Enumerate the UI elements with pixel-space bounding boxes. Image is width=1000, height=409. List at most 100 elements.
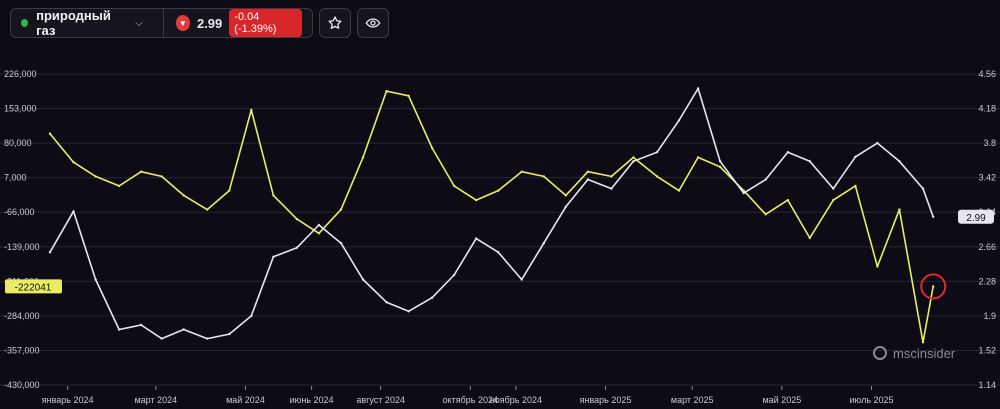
x-tick-label: март 2024: [134, 395, 177, 405]
right-tick-label: 1.52: [978, 345, 996, 355]
left-tick-label: 153,000: [4, 104, 37, 114]
positioning-point: [542, 175, 545, 178]
positioning-point: [832, 198, 835, 202]
favorite-button[interactable]: [319, 8, 351, 38]
x-tick-label: май 2025: [762, 395, 801, 405]
left-tick-label: 7,000: [4, 173, 27, 183]
divider: [162, 8, 164, 38]
right-tick-label: 1.14: [978, 380, 996, 390]
left-tick-label: 80,000: [4, 138, 32, 148]
right-tick-label: 3.8: [983, 138, 996, 148]
price-point: [295, 246, 299, 249]
price-point: [475, 237, 478, 240]
positioning-point: [655, 175, 659, 178]
positioning-point: [272, 194, 275, 197]
x-axis-ticks: январь 2024 март 2024 май 2024 июнь 2024 авг…: [42, 386, 894, 405]
watermark-logo-icon: [873, 346, 887, 360]
positioning-point: [385, 89, 388, 93]
positioning-point: [228, 189, 231, 192]
price-point: [832, 187, 835, 190]
price-point: [272, 255, 275, 258]
positioning-point: [94, 175, 97, 178]
asset-selector[interactable]: природный газ ⌵ ▼ 2.99 -0.04 (-1.39%): [10, 8, 313, 38]
price-point: [932, 215, 935, 218]
right-tick-label: 4.18: [978, 104, 996, 114]
price-point: [139, 323, 143, 327]
left-tick-label: -430,000: [4, 380, 40, 390]
price-point: [182, 328, 185, 331]
eye-icon: [365, 15, 381, 31]
positioning-point: [48, 132, 52, 135]
positioning-point: [452, 184, 456, 188]
positioning-point: [677, 189, 681, 192]
x-tick-label: июнь 2024: [290, 395, 334, 405]
price-point: [228, 332, 231, 336]
price-point: [655, 151, 659, 154]
price-point: [407, 310, 410, 313]
right-axis-ticks: 4.564.183.83.423.042.662.281.91.521.14: [978, 69, 996, 390]
price-point: [497, 251, 500, 254]
positioning-point: [632, 156, 635, 159]
x-tick-label: октябрь 2024: [443, 395, 498, 405]
positioning-point: [854, 184, 857, 188]
positioning-point: [696, 156, 700, 159]
x-tick-label: июль 2025: [849, 395, 893, 405]
x-tick-label: май 2024: [226, 395, 265, 405]
positioning-point: [361, 156, 365, 159]
positioning-label: -222041: [15, 282, 52, 293]
positioning-point: [339, 208, 343, 211]
price-point: [677, 119, 681, 122]
price-label: 2.99: [966, 213, 986, 224]
price-point: [764, 178, 767, 181]
price-point: [898, 160, 901, 163]
right-tick-label: 3.42: [978, 173, 996, 183]
price-point: [632, 160, 635, 163]
price-point: [564, 205, 567, 208]
left-tick-label: -357,000: [4, 345, 40, 355]
price-point: [452, 273, 456, 277]
x-tick-label: август 2024: [356, 395, 405, 405]
visibility-button[interactable]: [357, 8, 389, 38]
left-tick-label: -284,000: [4, 311, 40, 321]
positioning-point: [876, 265, 879, 268]
x-tick-label: январь 2024: [42, 395, 94, 405]
positioning-point: [497, 189, 500, 192]
price-label-box: [958, 209, 994, 224]
price-point: [160, 337, 163, 340]
left-tick-label: 226,000: [4, 69, 37, 79]
positioning-point: [564, 194, 567, 197]
positioning-label-box: [5, 279, 62, 294]
positioning-point: [932, 285, 935, 288]
down-arrow-icon: ▼: [175, 15, 190, 31]
price-point: [696, 87, 700, 90]
positioning-point: [139, 170, 143, 173]
price-point: [808, 160, 811, 163]
price-point: [317, 223, 321, 227]
price-point: [48, 251, 52, 254]
price-point: [520, 278, 523, 281]
price-point: [339, 241, 343, 245]
positioning-point: [921, 341, 925, 344]
left-tick-label: -66,000: [4, 207, 35, 217]
positioning-point: [430, 146, 434, 150]
positioning-point: [117, 184, 121, 188]
positioning-point: [72, 161, 75, 164]
right-tick-label: 1.9: [983, 311, 996, 321]
right-tick-label: 4.56: [978, 69, 996, 79]
chevron-down-icon[interactable]: ⌵: [135, 17, 143, 29]
grid-lines: [0, 73, 1000, 386]
price-value: 2.99: [196, 15, 223, 31]
price-point: [610, 187, 613, 190]
price-point: [250, 314, 253, 318]
price-point: [361, 278, 365, 281]
price-point: [430, 296, 434, 299]
positioning-point: [586, 170, 590, 173]
positioning-point: [407, 94, 410, 98]
left-tick-label: -139,000: [4, 242, 40, 252]
price-point: [921, 187, 925, 190]
price-point: [742, 191, 745, 195]
price-point: [72, 210, 75, 213]
positioning-point: [295, 217, 299, 221]
price-point: [94, 278, 97, 281]
